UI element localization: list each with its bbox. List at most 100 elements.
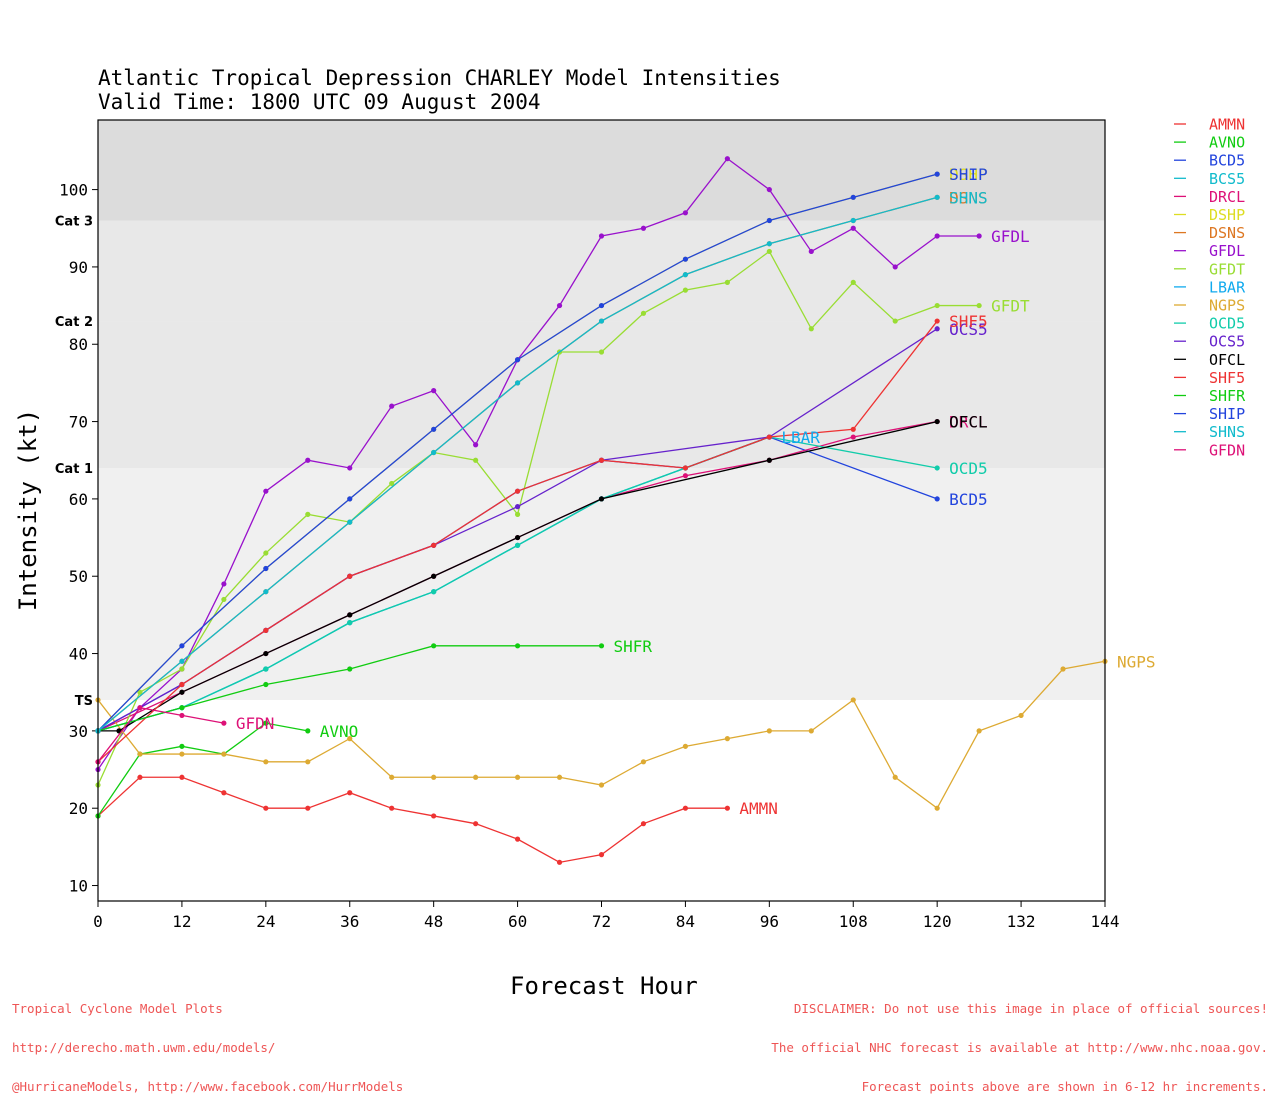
category-bands: TS Cat 1 Cat 2 Cat 3 xyxy=(55,120,1105,709)
data-point xyxy=(934,496,940,502)
data-point xyxy=(934,194,940,200)
footer-disclaimer-line: The official NHC forecast is available a… xyxy=(771,1040,1268,1055)
data-point xyxy=(179,643,185,649)
series-end-label: SHIP xyxy=(949,165,988,184)
data-point xyxy=(934,326,940,332)
data-point xyxy=(263,565,269,572)
category-label: Cat 1 xyxy=(55,462,93,477)
data-point xyxy=(137,774,143,780)
series-end-label: DSNS xyxy=(949,188,988,207)
series-end-label: OCD5 xyxy=(949,459,988,478)
x-tick-label: 48 xyxy=(424,912,443,931)
legend-entry: AVNO xyxy=(1209,134,1245,152)
x-tick-label: 120 xyxy=(923,912,952,931)
data-point xyxy=(347,790,353,796)
footer-credits-line: Tropical Cyclone Model Plots xyxy=(12,1001,223,1016)
data-point xyxy=(179,666,185,672)
series-end-label: DSHP xyxy=(949,165,988,184)
data-point xyxy=(514,488,521,494)
category-band xyxy=(98,321,1105,468)
data-point xyxy=(598,302,605,309)
x-tick-label: 36 xyxy=(340,912,359,931)
data-point xyxy=(473,457,479,463)
series-end-label: LBAR xyxy=(781,428,820,447)
data-point xyxy=(221,751,227,757)
footer-disclaimer-line: DISCLAIMER: Do not use this image in pla… xyxy=(793,1001,1268,1016)
series-end-label: SHFR xyxy=(614,637,653,656)
data-point xyxy=(347,666,353,672)
category-band xyxy=(98,467,1105,700)
data-point xyxy=(682,473,689,479)
x-tick-label: 72 xyxy=(592,912,611,931)
series-end-label: DRCL xyxy=(949,413,988,432)
data-point xyxy=(640,225,647,231)
data-point xyxy=(766,728,772,734)
data-point xyxy=(766,186,772,193)
data-point xyxy=(892,774,898,780)
data-point xyxy=(892,264,898,270)
data-point xyxy=(473,774,479,780)
data-point xyxy=(598,852,605,858)
legend-entry: AMMN xyxy=(1209,116,1245,134)
data-point xyxy=(263,589,269,595)
data-point xyxy=(682,465,689,471)
data-point xyxy=(514,836,521,842)
legend-entry: DRCL xyxy=(1209,188,1245,206)
y-tick-label: 40 xyxy=(69,645,88,664)
data-point xyxy=(556,302,563,309)
data-point xyxy=(514,511,521,517)
data-point xyxy=(263,681,269,688)
series-line-gfdl xyxy=(97,157,980,770)
legend-entry: GFDT xyxy=(1209,260,1245,278)
data-point xyxy=(137,689,143,695)
footer-disclaimer: DISCLAIMER: Do not use this image in pla… xyxy=(771,976,1268,1106)
data-point xyxy=(850,225,856,231)
data-point xyxy=(179,681,185,688)
x-tick-label: 60 xyxy=(508,912,527,931)
data-point xyxy=(682,272,689,278)
data-point xyxy=(389,805,395,811)
data-point xyxy=(263,805,269,811)
data-point xyxy=(850,279,856,285)
footer-credits-line: @HurricaneModels, http://www.facebook.co… xyxy=(12,1079,404,1094)
data-point xyxy=(263,488,269,494)
data-point xyxy=(724,279,730,285)
y-tick-label: 60 xyxy=(69,490,88,509)
data-point xyxy=(934,233,940,239)
category-label: TS xyxy=(75,694,93,709)
data-point xyxy=(305,511,311,517)
series-line-ofcl xyxy=(98,420,938,732)
series-end-label: SHF5 xyxy=(949,312,988,331)
data-point xyxy=(682,256,689,262)
data-point xyxy=(934,318,940,324)
data-point xyxy=(179,751,185,757)
data-point xyxy=(389,774,395,780)
data-point xyxy=(934,171,940,177)
series-end-label: OFCL xyxy=(949,413,988,432)
data-point xyxy=(305,805,311,811)
data-point xyxy=(347,496,353,502)
data-point xyxy=(221,581,227,587)
data-point xyxy=(431,573,437,579)
legend-entry: BCD5 xyxy=(1209,152,1245,170)
data-point xyxy=(179,774,185,780)
axis-ticks: 0 12 24 36 48 60 72 84 96 108 120 132 144 10 20 30 40 50 6… xyxy=(59,181,1119,931)
data-point xyxy=(934,418,940,425)
series-end-labels: AMMN AVNO BCD5 DRCL DSHP DSNS GFDL GFDT LBAR NGPS… xyxy=(236,165,1156,818)
legend-entry: SHIP xyxy=(1209,405,1245,423)
data-point xyxy=(431,774,437,780)
series-line-gfdn xyxy=(97,706,224,763)
y-tick-label: 80 xyxy=(69,335,88,354)
chart-subtitle: Valid Time: 1800 UTC 09 August 2004 xyxy=(98,90,541,114)
data-point xyxy=(976,302,982,309)
y-tick-label: 50 xyxy=(69,567,88,586)
data-point xyxy=(431,643,437,649)
x-tick-label: 108 xyxy=(839,912,868,931)
data-point xyxy=(934,805,940,811)
data-point xyxy=(179,705,185,711)
data-point xyxy=(179,689,185,695)
data-point xyxy=(514,380,521,386)
data-point xyxy=(598,496,605,502)
data-point xyxy=(305,457,311,463)
data-point xyxy=(766,434,772,440)
